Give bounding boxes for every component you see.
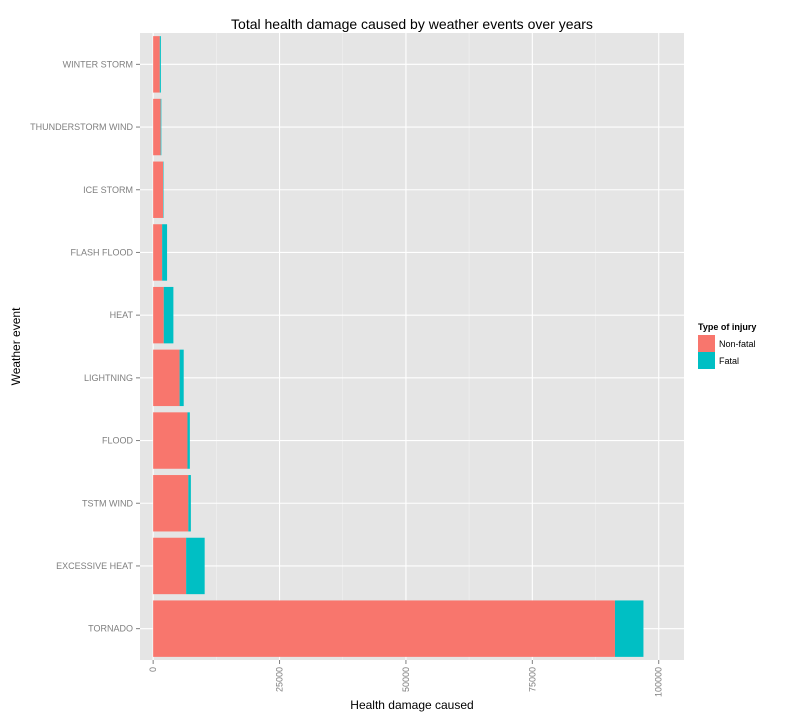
bar-fatal-thunderstorm-wind bbox=[160, 98, 162, 156]
legend-label-fatal: Fatal bbox=[719, 356, 739, 366]
y-tick-label: FLOOD bbox=[102, 436, 134, 446]
y-tick-label: WINTER STORM bbox=[63, 59, 133, 69]
x-axis-title: Health damage caused bbox=[350, 698, 473, 712]
y-tick-label: FLASH FLOOD bbox=[70, 247, 133, 257]
bars bbox=[153, 36, 644, 657]
x-tick-label: 75000 bbox=[527, 667, 537, 692]
bar-non-fatal-tornado bbox=[153, 600, 615, 657]
bar-non-fatal-heat bbox=[153, 286, 164, 344]
legend-key-non-fatal bbox=[698, 335, 715, 352]
bar-fatal-flash-flood bbox=[162, 224, 168, 281]
bar-non-fatal-winter-storm bbox=[153, 36, 160, 93]
bar-fatal-tornado bbox=[614, 600, 644, 657]
y-tick-label: THUNDERSTORM WIND bbox=[30, 122, 133, 132]
bar-non-fatal-lightning bbox=[153, 349, 180, 407]
bar-fatal-lightning bbox=[179, 349, 184, 407]
legend-label-non-fatal: Non-fatal bbox=[719, 339, 756, 349]
x-tick-label: 25000 bbox=[275, 667, 285, 692]
bar-fatal-flood bbox=[187, 412, 190, 469]
y-tick-label: HEAT bbox=[110, 310, 134, 320]
chart-title: Total health damage caused by weather ev… bbox=[231, 16, 593, 32]
y-tick-label: TSTM WIND bbox=[82, 498, 133, 508]
y-tick-label: TORNADO bbox=[88, 624, 133, 634]
bar-non-fatal-excessive-heat bbox=[153, 537, 187, 595]
x-tick-label: 100000 bbox=[654, 667, 664, 697]
y-tick-label: EXCESSIVE HEAT bbox=[56, 561, 133, 571]
bar-fatal-winter-storm bbox=[159, 36, 161, 93]
y-axis: TORNADO EXCESSIVE HEAT TSTM WIND FLOOD LIGHT… bbox=[30, 59, 140, 634]
bar-non-fatal-ice-storm bbox=[153, 161, 164, 218]
legend: Type of injury Non-fatal Fatal bbox=[698, 322, 756, 369]
legend-title: Type of injury bbox=[698, 322, 756, 332]
x-tick-label: 50000 bbox=[401, 667, 411, 692]
bar-non-fatal-flood bbox=[153, 412, 188, 469]
x-tick-label: 0 bbox=[148, 667, 158, 672]
bar-fatal-heat bbox=[163, 286, 174, 344]
bar-non-fatal-thunderstorm-wind bbox=[153, 98, 161, 156]
legend-key-fatal bbox=[698, 352, 715, 369]
y-axis-title: Weather event bbox=[9, 307, 23, 385]
bar-non-fatal-tstm-wind bbox=[153, 475, 189, 532]
bar-fatal-tstm-wind bbox=[188, 475, 191, 532]
bar-fatal-excessive-heat bbox=[186, 537, 205, 595]
plot-panel bbox=[140, 33, 684, 660]
x-axis: 0 25000 50000 75000 100000 bbox=[148, 660, 664, 697]
bar-non-fatal-flash-flood bbox=[153, 224, 163, 281]
y-tick-label: ICE STORM bbox=[83, 185, 133, 195]
y-tick-label: LIGHTNING bbox=[84, 373, 133, 383]
